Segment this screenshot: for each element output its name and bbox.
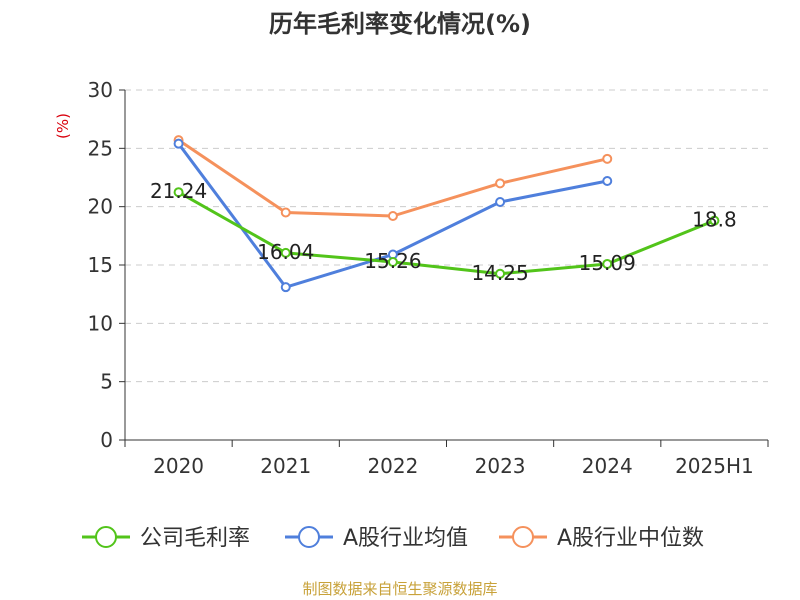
data-point[interactable] (387, 211, 398, 221)
data-point[interactable] (280, 247, 291, 258)
y-tick-label: 5 (100, 370, 113, 394)
chart-title: 历年毛利率变化情况(%) (269, 10, 531, 38)
x-tick-label: 2022 (367, 454, 418, 478)
y-tick-label: 0 (100, 428, 113, 452)
data-label: 15.26 (364, 249, 421, 273)
y-tick-label: 10 (88, 311, 113, 335)
data-labels: 21.24 16.04 15.26 14.25 15.09 18.8 (150, 179, 737, 285)
axes: 0 5 10 15 20 25 30 2020 2021 2022 2023 2024 2025H1 (88, 78, 769, 478)
data-point[interactable] (602, 153, 613, 164)
legend-label: A股行业均值 (343, 526, 468, 551)
x-tick-label: 2021 (260, 454, 311, 478)
data-point[interactable] (602, 258, 613, 269)
legend-label: 公司毛利率 (140, 526, 250, 551)
x-tick-label: 2020 (153, 454, 204, 478)
data-point[interactable] (495, 268, 506, 279)
y-tick-label: 20 (88, 195, 113, 219)
data-point[interactable] (387, 256, 398, 267)
source-note: 制图数据来自恒生聚源数据库 (302, 580, 497, 598)
y-axis-label: (%) (54, 113, 72, 139)
series-line-0 (177, 190, 715, 276)
data-point[interactable] (280, 207, 291, 218)
data-point[interactable] (495, 178, 506, 189)
x-tick-label: 2023 (475, 454, 526, 478)
data-point[interactable] (280, 282, 291, 293)
data-point[interactable] (173, 187, 184, 198)
legend-marker (298, 526, 320, 548)
data-label: 21.24 (150, 179, 207, 203)
legend-marker (95, 526, 117, 548)
y-tick-label: 25 (88, 136, 113, 160)
data-label: 14.25 (471, 261, 528, 285)
data-point[interactable] (495, 197, 506, 207)
data-label: 15.09 (579, 251, 636, 275)
x-tick-label: 2024 (582, 454, 633, 478)
legend-item-0[interactable]: 公司毛利率 (82, 526, 250, 551)
data-label: 18.8 (692, 208, 737, 232)
y-tick-label: 30 (88, 78, 113, 102)
legend-marker (512, 526, 534, 548)
data-label: 16.04 (257, 240, 314, 264)
x-tick-label: 2025H1 (675, 454, 754, 478)
series-layer (173, 135, 720, 293)
series-line-2 (177, 138, 608, 218)
grid-lines (125, 89, 768, 383)
legend[interactable]: 公司毛利率 A股行业均值 A股行业中位数 (82, 526, 704, 551)
legend-item-2[interactable]: A股行业中位数 (499, 526, 704, 551)
data-point[interactable] (709, 215, 720, 226)
y-tick-label: 15 (88, 253, 113, 277)
data-point[interactable] (173, 138, 184, 149)
legend-item-1[interactable]: A股行业均值 (285, 526, 468, 551)
legend-label: A股行业中位数 (557, 526, 704, 551)
data-point[interactable] (602, 176, 613, 186)
